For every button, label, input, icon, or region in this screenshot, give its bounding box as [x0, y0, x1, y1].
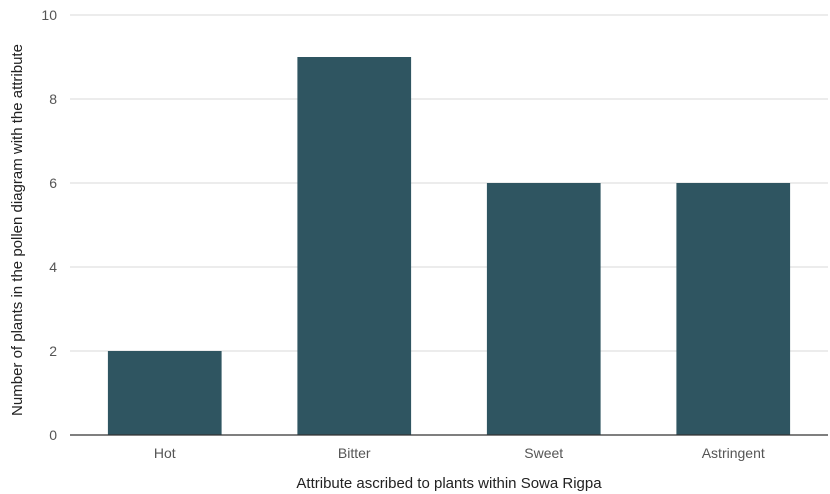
- x-axis-ticks: Hot Bitter Sweet Astringent: [154, 445, 765, 461]
- x-tick-label-astringent: Astringent: [702, 445, 765, 461]
- bar-astringent: [676, 183, 791, 435]
- bars: [107, 57, 791, 435]
- y-tick-label-6: 6: [49, 175, 57, 191]
- bar-bitter: [297, 57, 412, 435]
- bar-hot: [107, 351, 222, 435]
- y-tick-label-4: 4: [49, 259, 57, 275]
- x-tick-label-sweet: Sweet: [524, 445, 563, 461]
- x-axis-title: Attribute ascribed to plants within Sowa…: [296, 475, 602, 492]
- y-tick-label-10: 10: [41, 7, 57, 23]
- y-tick-label-0: 0: [49, 427, 57, 443]
- bar-sweet: [486, 183, 601, 435]
- y-tick-label-8: 8: [49, 91, 57, 107]
- x-tick-label-bitter: Bitter: [338, 445, 371, 461]
- y-axis-title: Number of plants in the pollen diagram w…: [9, 44, 26, 416]
- y-tick-label-2: 2: [49, 343, 57, 359]
- y-axis-ticks: 0 2 4 6 8 10: [41, 7, 57, 443]
- x-tick-label-hot: Hot: [154, 445, 176, 461]
